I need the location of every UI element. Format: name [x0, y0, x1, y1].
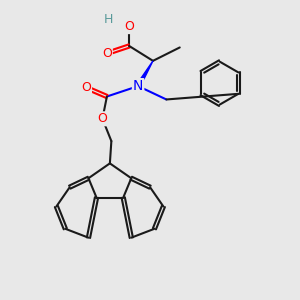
- Text: H: H: [104, 13, 113, 26]
- Text: O: O: [124, 20, 134, 33]
- Text: O: O: [98, 112, 107, 125]
- Text: O: O: [81, 81, 91, 94]
- Text: N: N: [133, 79, 143, 93]
- Polygon shape: [136, 61, 153, 87]
- Text: O: O: [102, 47, 112, 60]
